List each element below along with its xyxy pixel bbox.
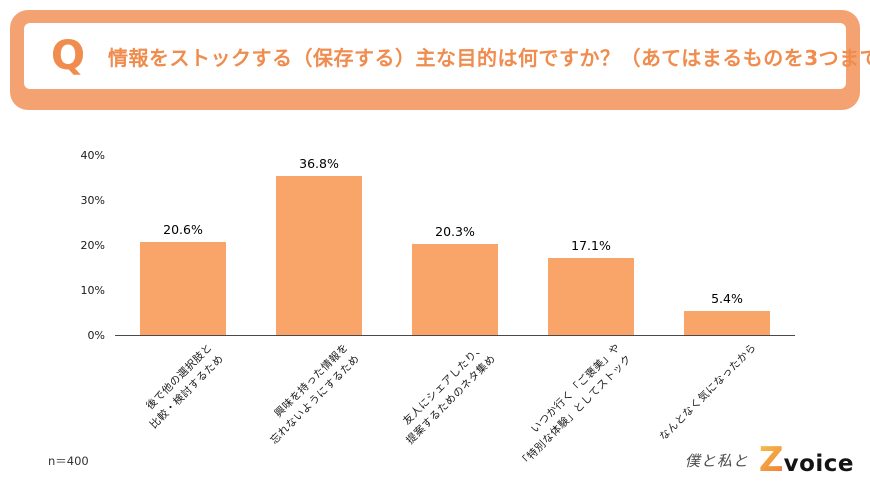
plot-area: 20.6% 36.8% 20.3% 17.1% 5.4% [115,156,795,336]
question-q-logo: Q [50,33,85,79]
bar [684,310,770,335]
y-axis: 0% 10% 20% 30% 40% [53,149,105,342]
bar-value-label: 5.4% [711,290,743,306]
zvoice-voice-text: voice [783,451,854,477]
bar [412,243,498,335]
bar-value-label: 36.8% [299,156,339,171]
y-tick-label: 40% [80,149,105,162]
bar-slot: 5.4% [659,156,795,335]
bar-value-label: 17.1% [571,238,611,254]
bar-value-label: 20.3% [435,223,475,239]
x-axis-labels: 後で他の選択肢と 比較・検討するため 興味を持った情報を 忘れないようにするため友… [115,336,795,470]
y-tick-label: 30% [80,194,105,207]
bar [140,242,226,335]
page-title: 情報をストックする（保存する）主な目的は何ですか？（あてはまるものを3つまで） [108,45,870,70]
bar-slot: 17.1% [523,156,659,335]
bar-slot: 20.6% [115,156,251,335]
bar [276,176,362,335]
sample-size-label: n＝400 [48,454,89,468]
header-inner: Q 情報をストックする（保存する）主な目的は何ですか？（あてはまるものを3つまで… [24,23,870,89]
bar-slot: 20.3% [387,156,523,335]
bar-value-label: 20.6% [163,222,203,238]
y-tick-label: 0% [87,329,105,342]
bar-slot: 36.8% [251,156,387,335]
bokuto-watashito-logo: 僕と私と [684,451,749,470]
zvoice-z-letter: Z [758,440,784,480]
bar [548,258,634,335]
y-tick-label: 20% [80,239,105,252]
bar-chart: 0% 10% 20% 30% 40% 20.6% 36.8% 20.3% 17.1% 5.4% … [81,149,795,470]
header: Q 情報をストックする（保存する）主な目的は何ですか？（あてはまるものを3つまで… [10,10,870,110]
y-tick-label: 10% [80,284,105,297]
